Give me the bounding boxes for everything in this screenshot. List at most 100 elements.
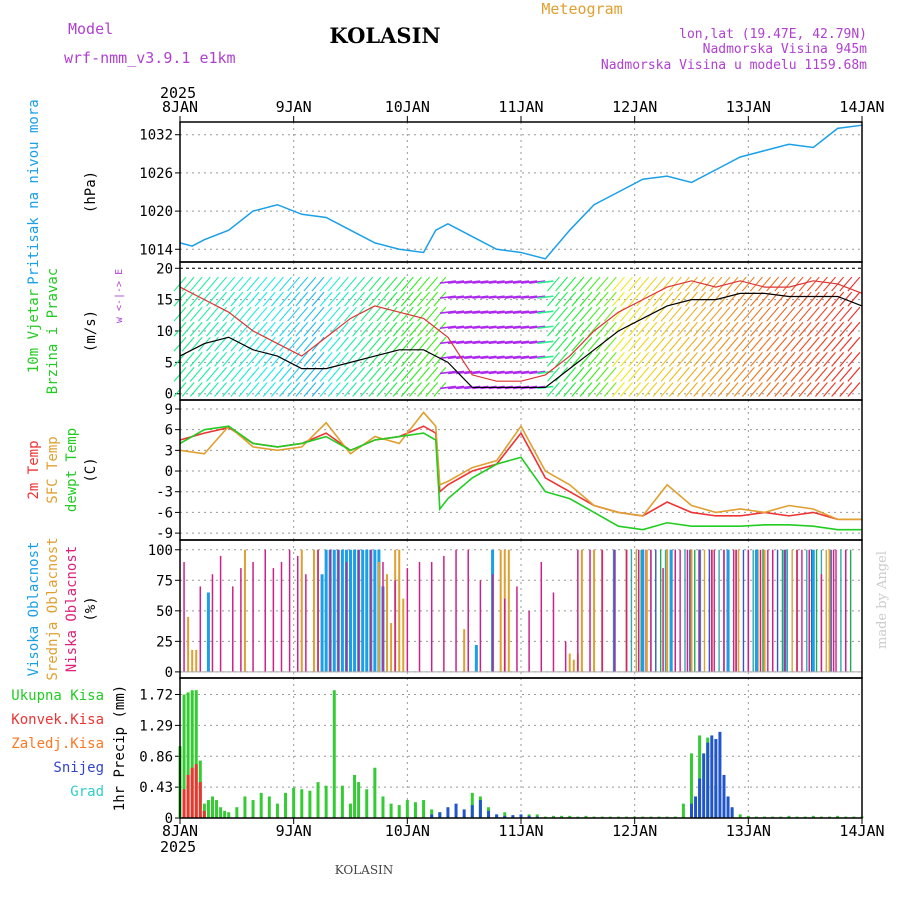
wind-barb — [376, 336, 390, 352]
y-tick-label: -6 — [156, 505, 173, 521]
day-label-top: 11JAN — [498, 98, 543, 116]
wind-barb — [303, 336, 317, 352]
wind-barb — [417, 382, 430, 397]
wind-barb — [839, 276, 853, 292]
wind-barb — [587, 367, 601, 382]
wind-barb — [782, 321, 796, 337]
precip-rain-bar — [503, 812, 507, 818]
precip-legend-label: Konvek.Kisa — [11, 712, 104, 728]
wind-barb — [189, 321, 203, 337]
wind-barb — [303, 291, 317, 307]
wind-barb — [254, 367, 268, 382]
wind-barb — [709, 351, 723, 367]
wind-barb — [197, 351, 211, 367]
wind-barb — [701, 382, 715, 397]
wind-barb — [717, 336, 731, 352]
precip-snow-bar — [698, 778, 702, 818]
wind-barb — [685, 321, 698, 337]
panel-frame — [179, 539, 863, 679]
y-tick-label: 20 — [156, 261, 173, 277]
wind-barb — [587, 321, 601, 337]
wind-barb — [839, 367, 853, 382]
wind-barb — [197, 336, 211, 352]
wind-barb — [571, 321, 585, 337]
wind-barb — [464, 340, 481, 345]
wind-barb — [603, 276, 617, 292]
wind-barb — [685, 382, 698, 397]
panel-label: Brzina i Pravac — [45, 268, 61, 394]
wind-barb — [676, 336, 690, 352]
day-label-top: 10JAN — [385, 98, 430, 116]
wind-barb — [709, 367, 723, 382]
wind-barb — [798, 291, 812, 307]
wind-barb — [579, 291, 593, 307]
wind-barb — [521, 340, 538, 345]
wind-barb — [496, 370, 513, 375]
wind-barb — [246, 336, 260, 352]
wind-barb — [206, 291, 219, 307]
wind-barb — [790, 367, 804, 382]
wind-barb — [439, 310, 457, 314]
precip-rain-bar — [836, 815, 840, 818]
wind-barb — [384, 382, 398, 397]
precip-rain-bar — [811, 815, 815, 818]
wind-marks — [173, 267, 863, 397]
wind-barb — [652, 336, 666, 352]
wind-barb — [222, 306, 236, 322]
y-tick-label: 9 — [165, 402, 173, 418]
wind-barb — [425, 276, 439, 292]
wind-barb — [464, 310, 481, 314]
wind-barb — [733, 351, 747, 367]
wind-barb — [579, 276, 593, 292]
wind-barb — [512, 370, 530, 375]
wind-barb — [603, 367, 617, 382]
wind-barb — [417, 336, 430, 352]
wind-barb — [733, 306, 747, 322]
wind-barb — [790, 291, 804, 307]
wind-barb — [529, 310, 546, 314]
precip-snow-bar — [519, 814, 523, 818]
wind-barb — [709, 306, 723, 322]
precip-rain-bar — [551, 815, 555, 818]
wind-barb — [439, 325, 457, 330]
precip-rain-bar — [535, 814, 539, 818]
wind-barb — [806, 321, 820, 337]
wind-barb — [555, 291, 569, 307]
wind-barb — [676, 321, 690, 337]
wind-barb — [555, 276, 569, 292]
bottom-day-labels: 8JAN 9JAN 10JAN 11JAN 12JAN 13JAN 14JAN — [162, 822, 885, 840]
year-label-bottom: 2025 — [160, 838, 196, 856]
wind-barb — [409, 306, 422, 322]
wind-barb — [254, 336, 268, 352]
wind-barb — [433, 351, 447, 367]
wind-barb — [668, 306, 682, 322]
wind-barb — [717, 306, 731, 322]
wind-barb — [295, 321, 309, 337]
wind-barb — [262, 382, 276, 397]
precip-rain-bar — [430, 809, 434, 818]
wind-barb — [472, 325, 489, 330]
wind-barb — [447, 340, 465, 345]
footer-station: KOLASIN — [335, 863, 394, 877]
wind-barb — [392, 367, 406, 382]
wind-barb — [409, 382, 422, 397]
wind-barb — [587, 382, 601, 397]
wind-barb — [774, 367, 788, 382]
wind-barb — [327, 291, 341, 307]
precip-rain-bar — [284, 792, 288, 818]
wind-barb — [831, 367, 845, 382]
panel-pressure: 1014 1020 1026 1032 Pritisak na nivou mora (h… — [26, 99, 862, 285]
wind-barb — [603, 351, 617, 367]
wind-barb — [456, 355, 473, 360]
wind-barb — [230, 291, 244, 307]
wind-barb — [766, 351, 780, 367]
wind-barb — [262, 336, 276, 352]
wind-barb — [409, 336, 422, 352]
wind-barb — [376, 291, 390, 307]
wind-barb — [774, 321, 788, 337]
wind-barb — [417, 276, 430, 292]
wind-barb — [512, 340, 530, 345]
precip-convective-bar — [182, 789, 186, 818]
wind-barb — [660, 291, 674, 307]
wind-barb — [433, 367, 447, 382]
